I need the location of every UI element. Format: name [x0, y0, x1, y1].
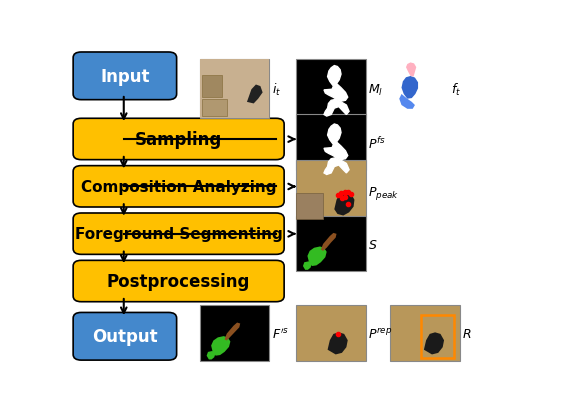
- FancyBboxPatch shape: [73, 312, 177, 360]
- Polygon shape: [307, 247, 327, 266]
- Bar: [200, 60, 269, 118]
- Bar: [390, 306, 460, 361]
- FancyBboxPatch shape: [73, 53, 177, 101]
- Polygon shape: [303, 262, 312, 270]
- Polygon shape: [399, 95, 415, 110]
- Bar: [202, 99, 227, 117]
- Polygon shape: [321, 233, 336, 251]
- Text: $P_{peak}$: $P_{peak}$: [368, 184, 399, 202]
- Text: Composition Analyzing: Composition Analyzing: [81, 180, 276, 194]
- Polygon shape: [324, 100, 349, 117]
- Text: Input: Input: [100, 67, 150, 85]
- Polygon shape: [406, 63, 416, 77]
- Text: Output: Output: [92, 328, 158, 346]
- Bar: [297, 161, 366, 219]
- Bar: [297, 60, 366, 118]
- Polygon shape: [324, 125, 348, 160]
- Polygon shape: [207, 351, 216, 360]
- Polygon shape: [402, 77, 418, 99]
- Text: $P^{rep}$: $P^{rep}$: [368, 327, 392, 342]
- Polygon shape: [211, 336, 231, 356]
- Bar: [297, 306, 366, 361]
- Text: $F^{\prime s}$: $F^{\prime s}$: [272, 327, 288, 342]
- Polygon shape: [328, 333, 348, 355]
- Text: $f_t$: $f_t$: [451, 82, 461, 98]
- Text: Postprocessing: Postprocessing: [107, 272, 250, 290]
- Bar: [390, 62, 449, 115]
- Polygon shape: [424, 333, 444, 355]
- Text: $P^{fs}$: $P^{fs}$: [368, 136, 386, 151]
- Polygon shape: [324, 158, 349, 175]
- Text: $S$: $S$: [368, 238, 377, 252]
- Text: Foreground Segmenting: Foreground Segmenting: [75, 227, 283, 242]
- Bar: [200, 60, 269, 118]
- Text: $i_t$: $i_t$: [272, 82, 281, 98]
- Text: Sampling: Sampling: [135, 130, 223, 148]
- Text: $M_l$: $M_l$: [368, 83, 383, 98]
- Bar: [297, 194, 323, 219]
- Bar: [421, 315, 454, 358]
- Polygon shape: [225, 323, 240, 341]
- Polygon shape: [334, 192, 354, 216]
- Bar: [200, 306, 269, 361]
- FancyBboxPatch shape: [73, 261, 284, 302]
- Bar: [202, 76, 223, 98]
- Polygon shape: [247, 85, 262, 104]
- Bar: [297, 115, 366, 170]
- Polygon shape: [324, 66, 348, 102]
- FancyBboxPatch shape: [73, 213, 284, 255]
- Bar: [297, 216, 366, 271]
- FancyBboxPatch shape: [73, 119, 284, 160]
- Text: $R$: $R$: [462, 328, 472, 341]
- FancyBboxPatch shape: [73, 166, 284, 207]
